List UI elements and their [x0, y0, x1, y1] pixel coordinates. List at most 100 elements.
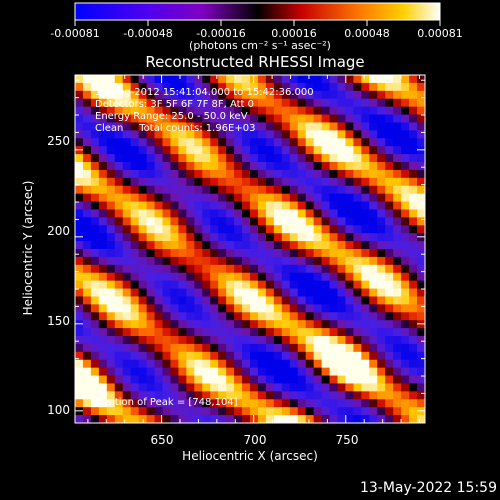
heatmap-cell	[146, 225, 156, 234]
heatmap-cell	[170, 146, 179, 155]
heatmap-cell	[178, 343, 187, 353]
heatmap-cell	[401, 233, 410, 242]
heatmap-cell	[210, 296, 219, 305]
heatmap-cell	[353, 209, 362, 218]
heatmap-cell	[409, 114, 418, 124]
heatmap-cell	[393, 407, 402, 416]
heatmap-cell	[130, 146, 140, 155]
colorbar-tick-label: -0.00081	[50, 27, 100, 40]
heatmap-cell	[130, 415, 140, 423]
heatmap-cell	[313, 122, 323, 131]
heatmap-cell	[242, 312, 251, 321]
heatmap-cell	[257, 336, 267, 345]
heatmap-cell	[265, 256, 275, 266]
heatmap-cell	[75, 233, 84, 242]
heatmap-cell	[321, 367, 331, 377]
heatmap-cell	[98, 106, 108, 116]
y-tick-label: 100	[47, 403, 70, 417]
heatmap-cell	[218, 209, 227, 218]
heatmap-cell	[82, 351, 92, 361]
heatmap-cell	[75, 185, 84, 195]
heatmap-cell	[138, 256, 148, 266]
heatmap-cell	[138, 90, 148, 100]
heatmap-cell	[75, 391, 84, 400]
heatmap-cell	[337, 359, 347, 369]
heatmap-cell	[353, 407, 362, 416]
heatmap-cell	[154, 233, 164, 242]
heatmap-cell	[90, 201, 100, 211]
heatmap-cell	[130, 169, 140, 179]
heatmap-cell	[393, 114, 402, 124]
heatmap-cell	[170, 82, 179, 92]
heatmap-cell	[369, 177, 378, 187]
heatmap-cell	[273, 383, 283, 392]
heatmap-cell	[234, 146, 243, 155]
heatmap-cell	[122, 375, 132, 385]
heatmap-cell	[194, 391, 203, 400]
heatmap-cell	[401, 75, 410, 84]
heatmap-cell	[170, 415, 179, 423]
heatmap-cell	[417, 249, 425, 258]
heatmap-cell	[417, 146, 425, 155]
heatmap-cell	[289, 82, 299, 92]
heatmap-cell	[313, 304, 323, 313]
heatmap-cell	[114, 328, 124, 337]
heatmap-cell	[377, 407, 386, 416]
heatmap-cell	[242, 225, 251, 234]
heatmap-cell	[257, 209, 267, 218]
heatmap-cell	[305, 367, 315, 377]
heatmap-cell	[202, 233, 211, 242]
colorbar-ticks	[74, 20, 441, 26]
heatmap-cell	[385, 241, 394, 250]
heatmap-cell	[226, 399, 235, 408]
heatmap-cell	[114, 280, 124, 290]
heatmap-cell	[186, 201, 195, 211]
heatmap-cell	[409, 82, 418, 92]
heatmap-cell	[234, 304, 243, 313]
heatmap-cell	[250, 343, 259, 353]
heatmap-cell	[234, 367, 243, 377]
heatmap-cell	[265, 154, 275, 163]
heatmap-cell	[337, 162, 347, 171]
heatmap-cell	[417, 217, 425, 226]
heatmap-cell	[329, 264, 339, 274]
heatmap-cell	[98, 336, 108, 345]
heatmap-cell	[90, 177, 100, 187]
heatmap-cell	[369, 375, 378, 385]
heatmap-cell	[75, 122, 84, 131]
heatmap-cell	[273, 415, 283, 423]
heatmap-cell	[281, 351, 291, 361]
heatmap-cell	[377, 256, 386, 266]
heatmap-cell	[106, 122, 116, 131]
heatmap-cell	[226, 106, 235, 116]
heatmap-cell	[186, 146, 195, 155]
heatmap-cell	[361, 82, 370, 92]
heatmap-cell	[409, 233, 418, 242]
heatmap-cell	[273, 343, 283, 353]
heatmap-cell	[353, 415, 362, 423]
heatmap-cell	[114, 288, 124, 298]
heatmap-cell	[273, 407, 283, 416]
heatmap-cell	[106, 75, 116, 84]
heatmap-cell	[321, 336, 331, 345]
heatmap-cell	[361, 415, 370, 423]
heatmap-cell	[305, 415, 315, 423]
heatmap-cell	[377, 288, 386, 298]
heatmap-cell	[250, 407, 259, 416]
heatmap-cell	[289, 106, 299, 116]
heatmap-cell	[337, 122, 347, 131]
heatmap-cell	[273, 249, 283, 258]
heatmap-cell	[329, 75, 339, 84]
heatmap-cell	[329, 367, 339, 377]
heatmap-cell	[353, 320, 362, 329]
heatmap-cell	[385, 272, 394, 282]
heatmap-cell	[289, 217, 299, 226]
heatmap-cell	[409, 343, 418, 353]
heatmap-cell	[106, 264, 116, 274]
heatmap-cell	[361, 399, 370, 408]
heatmap-cell	[417, 193, 425, 203]
heatmap-cell	[297, 367, 307, 377]
heatmap-cell	[218, 415, 227, 423]
heatmap-cell	[313, 312, 323, 321]
heatmap-cell	[313, 209, 323, 218]
